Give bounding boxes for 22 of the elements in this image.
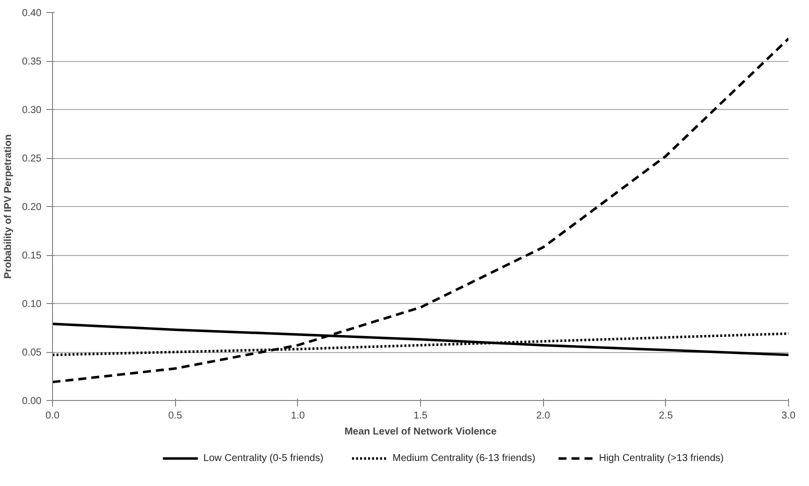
x-axis-title: Mean Level of Network Violence: [344, 426, 497, 438]
y-tick-label: 0.25: [22, 154, 42, 164]
x-tick-label: 1.5: [414, 410, 428, 422]
x-tick-label: 2.5: [658, 410, 674, 422]
line-series: [52, 37, 788, 384]
x-tick-label: 0.0: [46, 410, 60, 422]
y-tick-label: 0.05: [22, 348, 42, 358]
x-tick-label: 0.5: [168, 410, 183, 422]
y-tick-label: 0.20: [22, 202, 42, 213]
legend-label: Low Centrality (0-5 friends): [203, 453, 324, 464]
y-tick-label: 0.10: [22, 299, 42, 310]
y-tick-label: 0.15: [22, 250, 42, 262]
y-tick-label: 0.40: [22, 8, 42, 19]
y-tick-label: 0.30: [22, 105, 42, 116]
legend-label: High Centrality (>13 friends): [598, 453, 724, 464]
y-tick-label: 0.00: [22, 396, 42, 407]
x-tick-label: 1.0: [290, 410, 306, 422]
x-tick-label: 3.0: [782, 410, 796, 422]
y-axis-title: Probability of IPV Perpetration: [3, 134, 14, 279]
x-tick-label: 2.0: [536, 410, 551, 422]
y-tick-label: 0.35: [22, 56, 42, 68]
legend-label: Medium Centrality (6-13 friends): [392, 453, 536, 464]
